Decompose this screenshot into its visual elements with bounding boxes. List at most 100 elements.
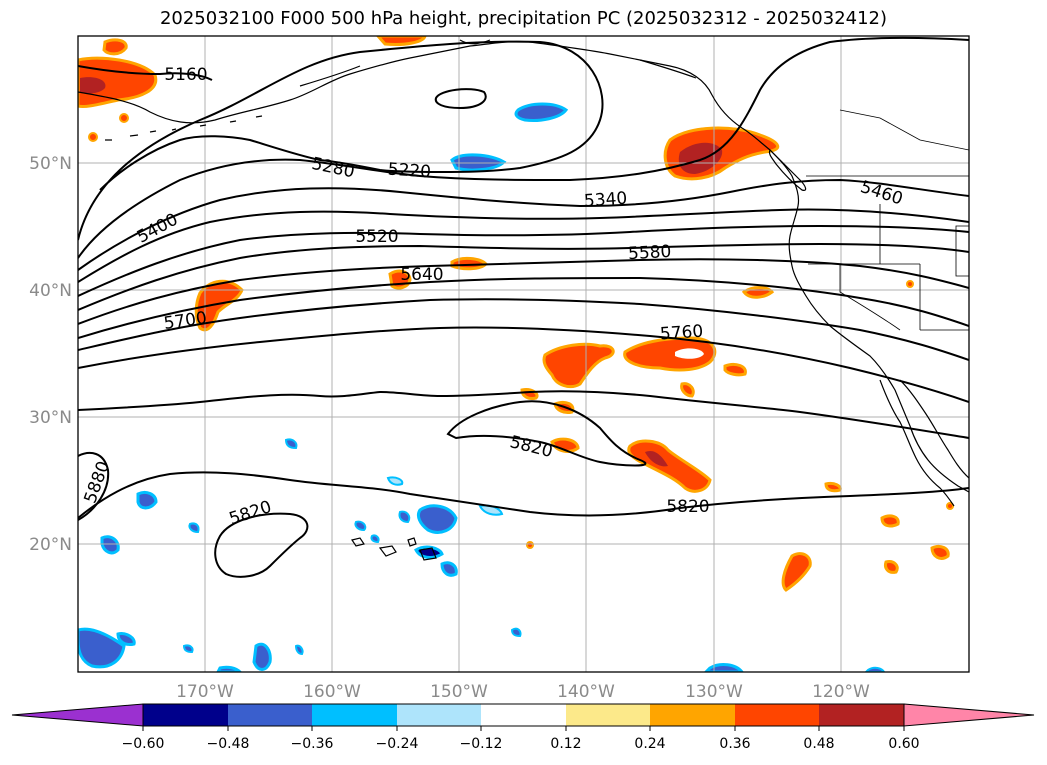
contour-label-5760: 5760 — [659, 322, 704, 345]
contour-5700 — [78, 298, 969, 361]
precip-neg-hi7 — [354, 520, 367, 532]
contour-5760 — [78, 326, 969, 403]
contour-label-5820-b: 5820 — [666, 497, 709, 517]
precip-neg-hi13 — [370, 534, 380, 544]
colorbar-tick-10: 0.60 — [888, 736, 919, 752]
precip-pos-top — [376, 36, 427, 46]
colorbar-bin-6 — [566, 704, 650, 726]
precip-pos-mid2-hole — [675, 348, 704, 359]
contour-5400 — [78, 208, 969, 283]
contour-label-5400: 5400 — [134, 210, 182, 248]
lon-label-160w: 160°W — [303, 682, 361, 702]
precip-neg-north2 — [450, 153, 507, 172]
colorbar-bin-4 — [397, 704, 481, 726]
precip-pos-nw — [78, 56, 158, 108]
contour-5520 — [78, 242, 969, 311]
colorbar-tick-3: −0.36 — [291, 736, 334, 752]
contour-label-5880: 5880 — [81, 459, 115, 506]
lon-label-120w: 120°W — [812, 682, 870, 702]
contour-label-5280: 5280 — [310, 154, 356, 183]
contour-label-5340: 5340 — [583, 189, 628, 212]
precipitation-shading — [78, 36, 954, 672]
precip-neg-w2 — [100, 535, 120, 555]
lon-label-140w: 140°W — [557, 682, 615, 702]
lon-label-150w: 150°W — [430, 682, 488, 702]
colorbar-tick-6: 0.12 — [550, 736, 581, 752]
contour-label-5640: 5640 — [400, 265, 443, 285]
contour-5580 — [78, 258, 969, 325]
precip-pos-mid4 — [680, 382, 695, 398]
precip-pos-dot2 — [119, 113, 129, 123]
precip-neg-hi3 — [440, 561, 458, 577]
contour-closed-high — [434, 88, 487, 110]
lon-label-130w: 130°W — [685, 682, 743, 702]
precip-pos-topleft — [102, 38, 128, 56]
precip-pos-nw-core — [80, 77, 106, 94]
contour-label-5220: 5220 — [387, 160, 432, 183]
contour-label-5520: 5520 — [355, 227, 398, 247]
precip-pos-baja — [781, 552, 812, 592]
height-contours — [78, 36, 969, 578]
precip-pos-bc-core — [678, 142, 723, 174]
graticule — [78, 36, 969, 672]
contour-5820-island — [214, 512, 309, 578]
contour-5340 — [78, 178, 969, 271]
precip-pos-dot3 — [88, 132, 98, 142]
colorbar-bin-1 — [143, 704, 228, 726]
precip-neg-hi6 — [398, 510, 411, 524]
precip-neg-w4 — [252, 642, 272, 671]
lat-label-20n: 20°N — [29, 535, 72, 555]
contour-label-5160: 5160 — [164, 65, 207, 85]
colorbar-tick-2: −0.48 — [207, 736, 250, 752]
precip-neg-hi10 — [294, 644, 304, 656]
colorbar: −0.60 −0.48 −0.36 −0.24 −0.12 0.12 0.24 … — [11, 703, 1035, 752]
precip-pos-mid3 — [723, 362, 747, 377]
contour-5820-north — [78, 390, 969, 439]
longitude-labels: 170°W 160°W 150°W 140°W 130°W 120°W — [176, 682, 870, 702]
colorbar-tick-1: −0.60 — [122, 736, 165, 752]
colorbar-bin-5 — [481, 704, 566, 726]
contour-label-5580: 5580 — [628, 242, 672, 264]
contour-5820-south — [78, 471, 969, 519]
lat-label-50n: 50°N — [29, 154, 72, 174]
precip-pos-dot1 — [526, 541, 534, 549]
colorbar-tick-4: −0.24 — [376, 736, 419, 752]
contour-5160 — [78, 65, 213, 81]
contour-label-5820-a: 5820 — [508, 432, 555, 462]
map-frame — [77, 35, 970, 673]
colorbar-bin-8 — [735, 704, 819, 726]
precip-neg-hi1 — [416, 504, 458, 534]
precip-pos-e4 — [824, 482, 842, 493]
bc-coast — [741, 127, 969, 493]
colorbar-frame — [142, 703, 905, 727]
lat-label-30n: 30°N — [29, 408, 72, 428]
precip-neg-hi9 — [188, 522, 200, 534]
colorbar-tick-7: 0.24 — [634, 736, 665, 752]
precip-neg-s1 — [703, 663, 744, 672]
map-title: 2025032100 F000 500 hPa height, precipit… — [159, 8, 888, 29]
precip-neg-se — [864, 666, 886, 672]
aleutians — [105, 115, 263, 141]
precip-neg-w3 — [78, 627, 126, 669]
precip-pos-sub2-core — [645, 450, 668, 467]
precip-pos-dot5 — [946, 502, 954, 510]
precip-neg-s2 — [216, 665, 243, 672]
precip-neg-hi5 — [386, 476, 404, 486]
contour-5640 — [78, 276, 969, 339]
precip-pos-calif — [741, 286, 775, 299]
precip-neg-hi11 — [182, 644, 194, 654]
contour-label-5820-c: 5820 — [227, 497, 274, 529]
contour-label-5460: 5460 — [858, 177, 905, 209]
latitude-labels: 50°N 40°N 30°N 20°N — [29, 154, 72, 555]
colorbar-tick-8: 0.36 — [719, 736, 750, 752]
colorbar-extend-high — [903, 703, 1035, 727]
precip-neg-hi8 — [284, 438, 298, 450]
lat-label-40n: 40°N — [29, 281, 72, 301]
contour-5460 — [78, 224, 969, 297]
alaska-coast — [78, 40, 743, 129]
baja-coast — [879, 379, 955, 507]
precip-pos-mid1 — [542, 342, 615, 389]
precip-neg-hi12 — [510, 627, 522, 638]
colorbar-bin-3 — [312, 704, 397, 726]
